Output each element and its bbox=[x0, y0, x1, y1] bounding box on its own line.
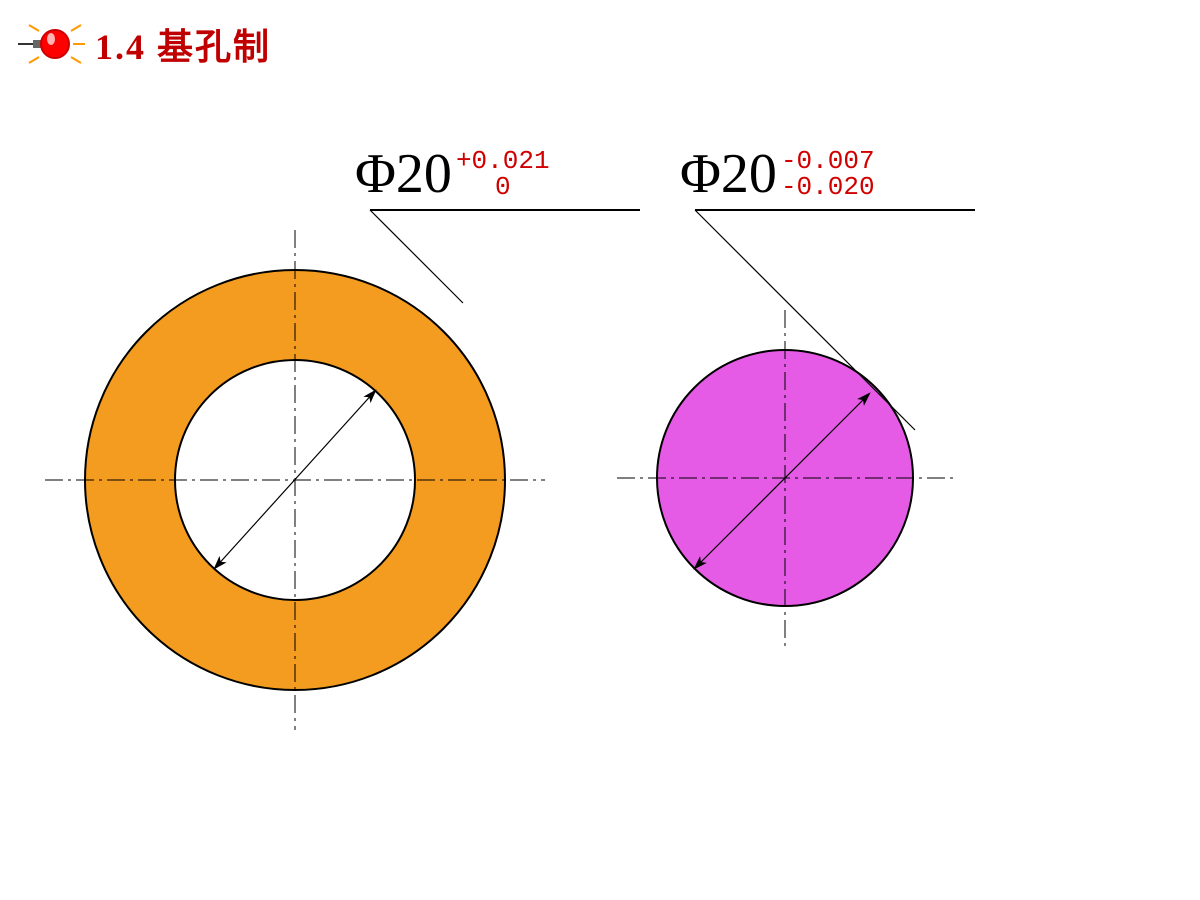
hole-figure bbox=[45, 210, 640, 730]
hole-tol-upper: +0.021 bbox=[456, 148, 550, 174]
hole-phi-value: Φ20 bbox=[355, 142, 452, 206]
diagram-canvas bbox=[0, 0, 1200, 900]
hole-tol-lower: 0 bbox=[456, 174, 550, 200]
shaft-phi-value: Φ20 bbox=[680, 142, 777, 206]
shaft-dimension-label: Φ20 -0.007 -0.020 bbox=[680, 142, 875, 206]
hole-dimension-label: Φ20 +0.021 0 bbox=[355, 142, 550, 206]
shaft-tol-upper: -0.007 bbox=[781, 148, 875, 174]
shaft-tolerance-stack: -0.007 -0.020 bbox=[781, 148, 875, 200]
shaft-figure bbox=[617, 210, 975, 646]
shaft-tol-lower: -0.020 bbox=[781, 174, 875, 200]
hole-tolerance-stack: +0.021 0 bbox=[456, 148, 550, 200]
